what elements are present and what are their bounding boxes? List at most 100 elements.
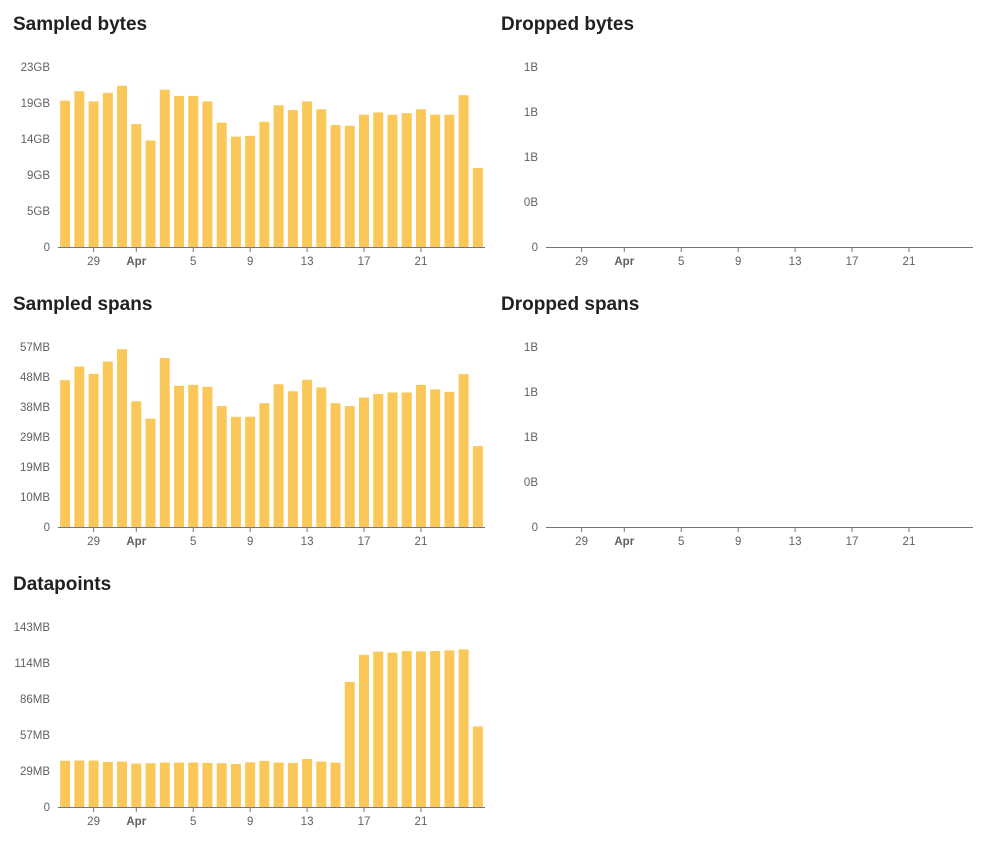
chart-title: Sampled bytes (13, 14, 148, 35)
bar-chart: 0 5GB 9GB 14GB 19GB 23GB 29 Apr 5 9 13 17 21 (21, 62, 485, 268)
y-tick-label: 10MB (20, 492, 50, 504)
bar (330, 762, 341, 807)
bar (117, 349, 128, 527)
x-tick-label: 13 (301, 256, 314, 268)
bar (316, 387, 327, 527)
bar (387, 114, 398, 248)
bar (202, 762, 213, 807)
bar (102, 761, 113, 807)
bar (216, 122, 227, 247)
chart-panel-dropped-bytes: Dropped bytes 0 0B 1B 1B 1B 29 Apr 5 9 13 17 21 (501, 0, 976, 270)
x-tick-label: 9 (247, 536, 253, 548)
bar (444, 650, 455, 807)
x-tick-label: 17 (358, 816, 371, 828)
bar (74, 366, 85, 527)
bar (444, 114, 455, 248)
bar (373, 394, 384, 527)
bar (287, 391, 298, 527)
bar (88, 760, 99, 807)
x-tick-label: 17 (358, 256, 371, 268)
bar (173, 385, 184, 527)
bar (159, 762, 170, 807)
y-tick-label: 57MB (20, 342, 50, 354)
x-tick-label: 5 (678, 536, 684, 548)
y-tick-label: 86MB (20, 694, 50, 706)
bar (245, 762, 256, 807)
bar (458, 374, 469, 527)
bar (202, 386, 213, 527)
y-tick-label: 5GB (27, 206, 50, 218)
bar (173, 95, 184, 248)
y-tick-label: 9GB (27, 170, 50, 182)
x-tick-label: 13 (789, 256, 802, 268)
x-tick-label: 21 (903, 536, 916, 548)
bar (245, 416, 256, 527)
y-tick-label: 29MB (20, 432, 50, 444)
bar (387, 652, 398, 807)
x-tick-label: 5 (190, 536, 196, 548)
bar (145, 418, 156, 527)
bar (316, 109, 327, 247)
y-tick-label: 48MB (20, 372, 50, 384)
y-tick-label: 23GB (21, 62, 51, 74)
x-tick-label: 5 (190, 816, 196, 828)
bar (173, 762, 184, 807)
y-tick-label: 0 (532, 522, 538, 534)
bar (458, 95, 469, 247)
y-tick-label: 29MB (20, 766, 50, 778)
y-tick-label: 1B (524, 152, 538, 164)
bar (145, 763, 156, 807)
x-tick-label: 29 (87, 816, 100, 828)
y-tick-label: 19GB (21, 98, 51, 110)
bar (230, 763, 241, 807)
bar (188, 95, 199, 248)
chart-panel-datapoints: Datapoints 0 29MB 57MB 86MB 114MB 143MB 29 Apr 5… (13, 560, 488, 830)
y-tick-label: 0 (44, 242, 50, 254)
bar (188, 762, 199, 807)
x-tick-label: 9 (735, 536, 741, 548)
y-tick-label: 38MB (20, 402, 50, 414)
bar (344, 125, 355, 247)
y-tick-label: 57MB (20, 730, 50, 742)
y-tick-label: 0 (532, 242, 538, 254)
y-tick-label: 1B (524, 387, 538, 399)
bar (159, 358, 170, 527)
x-tick-label: Apr (614, 536, 634, 548)
x-tick-label: 13 (301, 816, 314, 828)
x-tick-label: 21 (415, 816, 428, 828)
bar (117, 85, 128, 247)
bar (401, 113, 412, 247)
y-tick-label: 1B (524, 62, 538, 74)
bar (145, 140, 156, 247)
x-tick-label: 29 (575, 256, 588, 268)
bar (359, 654, 370, 807)
x-tick-label: Apr (126, 816, 146, 828)
bar (102, 361, 113, 527)
bar (430, 389, 441, 527)
bar (259, 760, 270, 807)
bar (60, 760, 71, 807)
x-tick-label: 9 (247, 816, 253, 828)
y-tick-label: 0 (44, 522, 50, 534)
bar (131, 763, 142, 807)
chart-panel-sampled-bytes: Sampled bytes 0 5GB 9GB 14GB 19GB 23GB 29 Apr 5 9… (13, 0, 488, 270)
bar (88, 373, 99, 527)
chart-title: Dropped spans (501, 294, 640, 315)
x-tick-label: 13 (789, 536, 802, 548)
bar (202, 101, 213, 248)
y-tick-label: 0B (524, 197, 538, 209)
bar (373, 651, 384, 807)
x-tick-label: 21 (415, 256, 428, 268)
x-tick-label: 17 (358, 536, 371, 548)
bar (401, 651, 412, 807)
bar (287, 110, 298, 247)
bar (430, 651, 441, 807)
bar (472, 167, 483, 247)
bar (302, 759, 313, 807)
chart-title: Dropped bytes (501, 14, 635, 35)
x-tick-label: 29 (87, 256, 100, 268)
bar-chart: 0 10MB 19MB 29MB 38MB 48MB 57MB 29 Apr 5 9 13 17 21 (20, 342, 485, 548)
bar (74, 91, 85, 247)
y-tick-label: 0B (524, 477, 538, 489)
bar (302, 379, 313, 527)
